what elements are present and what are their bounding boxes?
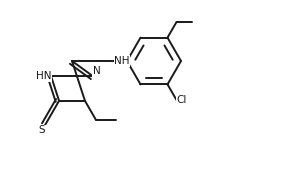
Text: S: S <box>38 125 45 135</box>
Text: NH: NH <box>114 56 130 66</box>
Text: N: N <box>93 66 101 76</box>
Text: HN: HN <box>36 71 51 81</box>
Text: Cl: Cl <box>176 95 187 105</box>
